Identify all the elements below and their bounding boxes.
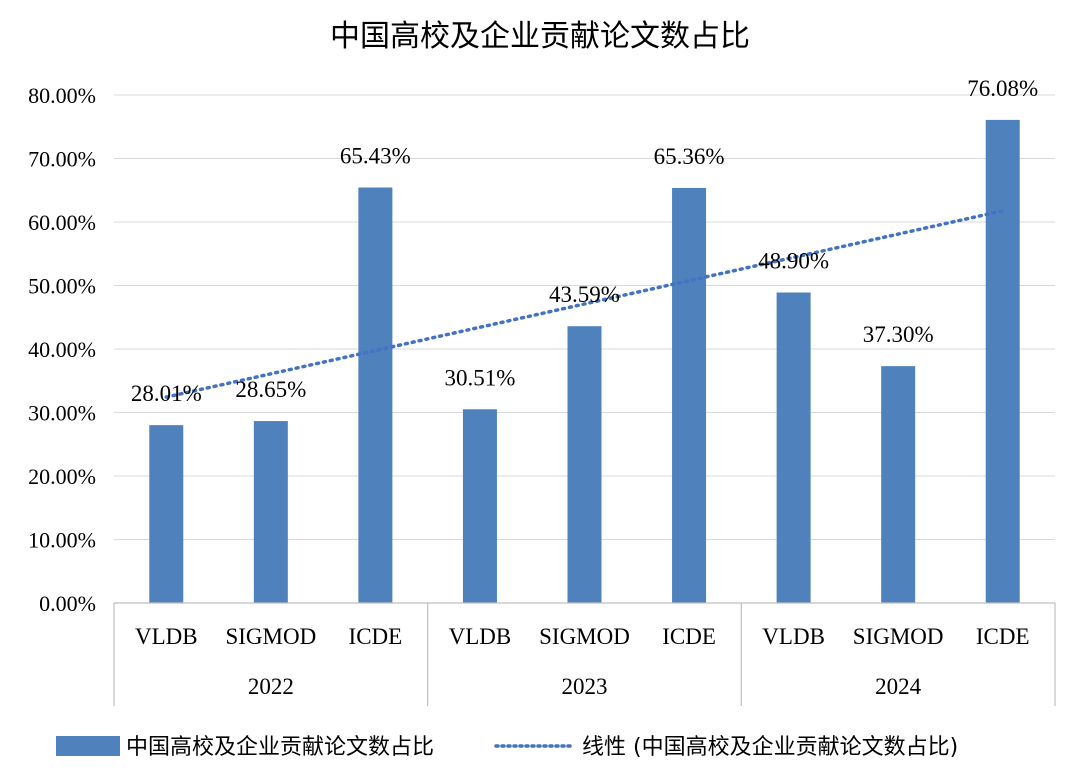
- bar: [672, 187, 707, 604]
- group-label: 2023: [562, 674, 608, 699]
- bar: [253, 421, 288, 603]
- y-tick-label: 20.00%: [28, 464, 96, 489]
- x-tick-label: VLDB: [762, 624, 825, 649]
- bar: [149, 425, 184, 603]
- legend-swatch-bar: [56, 736, 120, 756]
- chart-title: 中国高校及企业贡献论文数占比: [330, 19, 750, 54]
- legend-label-trendline: 线性 (中国高校及企业贡献论文数占比): [582, 735, 958, 760]
- data-label: 28.01%: [131, 381, 202, 406]
- x-axis: VLDB SIGMOD ICDE VLDB SIGMOD ICDE VLDB SIGMOD IC…: [113, 602, 1056, 706]
- legend-label-bar: 中国高校及企业贡献论文数占比: [126, 735, 434, 760]
- trendline: [164, 209, 1005, 399]
- data-label: 76.08%: [967, 76, 1038, 101]
- group-label: 2022: [248, 674, 294, 699]
- group-label: 2024: [875, 674, 922, 699]
- bar: [985, 119, 1020, 603]
- bar: [567, 326, 602, 603]
- y-tick-label: 50.00%: [28, 274, 96, 299]
- bar: [776, 292, 811, 603]
- data-label: 65.36%: [654, 144, 725, 169]
- x-tick-label: SIGMOD: [853, 624, 944, 649]
- data-label: 30.51%: [444, 365, 515, 390]
- data-label: 28.65%: [235, 377, 306, 402]
- trendline-line: [164, 209, 1005, 399]
- y-tick-label: 60.00%: [28, 210, 96, 235]
- x-tick-label: ICDE: [976, 624, 1030, 649]
- legend: 中国高校及企业贡献论文数占比 线性 (中国高校及企业贡献论文数占比): [56, 735, 958, 760]
- data-label: 37.30%: [863, 322, 934, 347]
- y-tick-label: 0.00%: [39, 591, 96, 616]
- y-tick-label: 80.00%: [28, 83, 96, 108]
- y-axis: 0.00% 10.00% 20.00% 30.00% 40.00% 50.00% 60.00…: [28, 83, 96, 616]
- y-tick-label: 10.00%: [28, 528, 96, 553]
- x-tick-label: VLDB: [135, 624, 198, 649]
- bar: [358, 187, 393, 603]
- bar-series: [149, 119, 1020, 604]
- data-label: 43.59%: [549, 282, 620, 307]
- x-tick-label: ICDE: [349, 624, 403, 649]
- x-tick-label: VLDB: [449, 624, 512, 649]
- y-tick-label: 30.00%: [28, 401, 96, 426]
- bar: [881, 366, 916, 603]
- y-tick-label: 40.00%: [28, 337, 96, 362]
- data-label: 48.90%: [758, 248, 829, 273]
- data-label: 65.43%: [340, 144, 411, 169]
- bar: [462, 409, 497, 603]
- y-tick-label: 70.00%: [28, 147, 96, 172]
- x-tick-label: ICDE: [662, 624, 716, 649]
- x-tick-label: SIGMOD: [539, 624, 630, 649]
- data-labels: 28.01% 28.65% 65.43% 30.51% 43.59% 65.36% 48.9…: [131, 76, 1038, 406]
- x-tick-label: SIGMOD: [225, 624, 316, 649]
